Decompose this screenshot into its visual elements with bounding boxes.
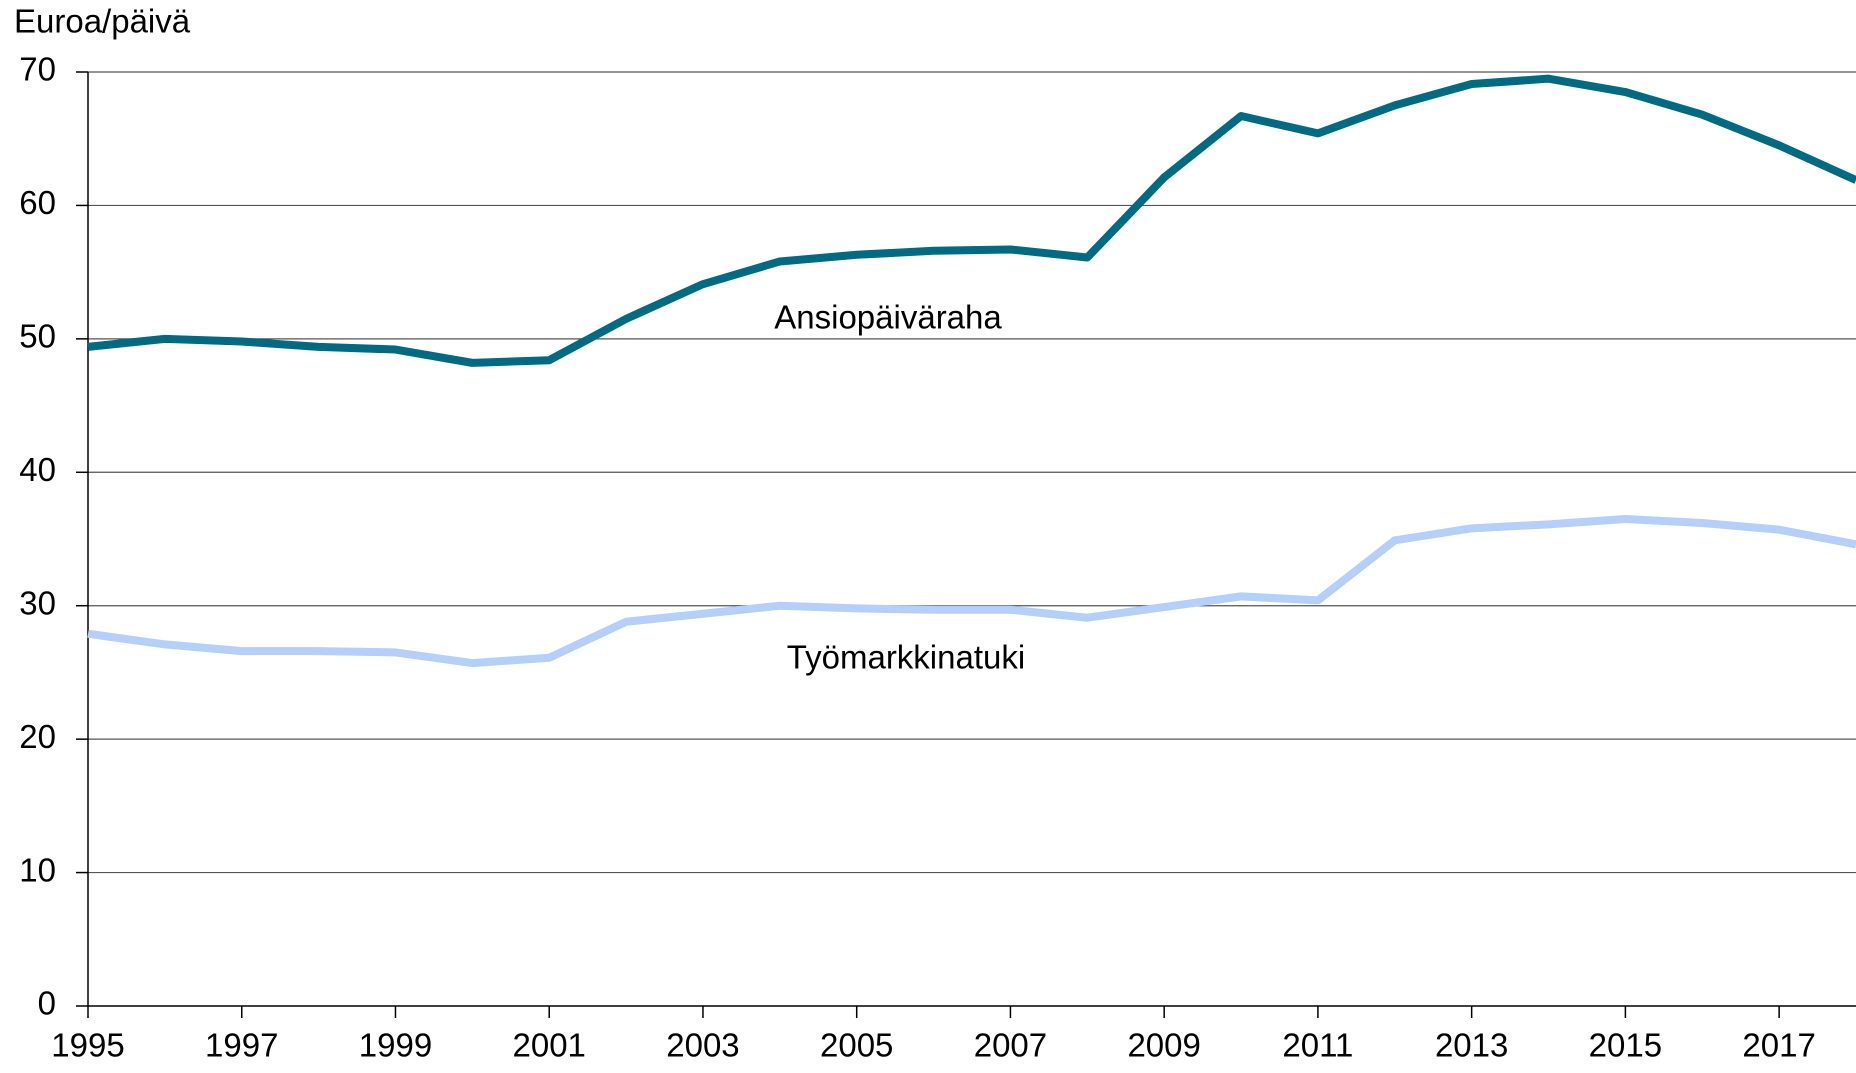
y-tick-label: 30 [19, 584, 56, 621]
x-tick-label: 2011 [1282, 1027, 1353, 1064]
x-tick-label: 1995 [51, 1027, 124, 1064]
y-axis-label: Euroa/päivä [14, 3, 191, 40]
x-tick-label: 2001 [513, 1027, 586, 1064]
y-tick-label: 0 [38, 985, 56, 1022]
x-tick-label: 1999 [359, 1027, 432, 1064]
y-tick-label: 50 [19, 318, 56, 355]
x-tick-label: 2013 [1435, 1027, 1508, 1064]
y-tick-label: 20 [19, 718, 56, 755]
x-tick-label: 2005 [820, 1027, 893, 1064]
y-tick-label: 40 [19, 451, 56, 488]
series-label: Työmarkkinatuki [787, 639, 1025, 676]
y-tick-label: 10 [19, 851, 56, 888]
series-label: Ansiopäiväraha [774, 299, 1002, 336]
x-tick-label: 2009 [1127, 1027, 1200, 1064]
y-tick-label: 60 [19, 184, 56, 221]
x-tick-label: 2003 [666, 1027, 739, 1064]
y-tick-label: 70 [19, 51, 56, 88]
x-tick-label: 2015 [1589, 1027, 1662, 1064]
x-tick-label: 2017 [1742, 1027, 1815, 1064]
x-tick-label: 2007 [974, 1027, 1047, 1064]
line [87, 514, 1856, 668]
x-tick-label: 1997 [205, 1027, 278, 1064]
line [87, 74, 1856, 367]
